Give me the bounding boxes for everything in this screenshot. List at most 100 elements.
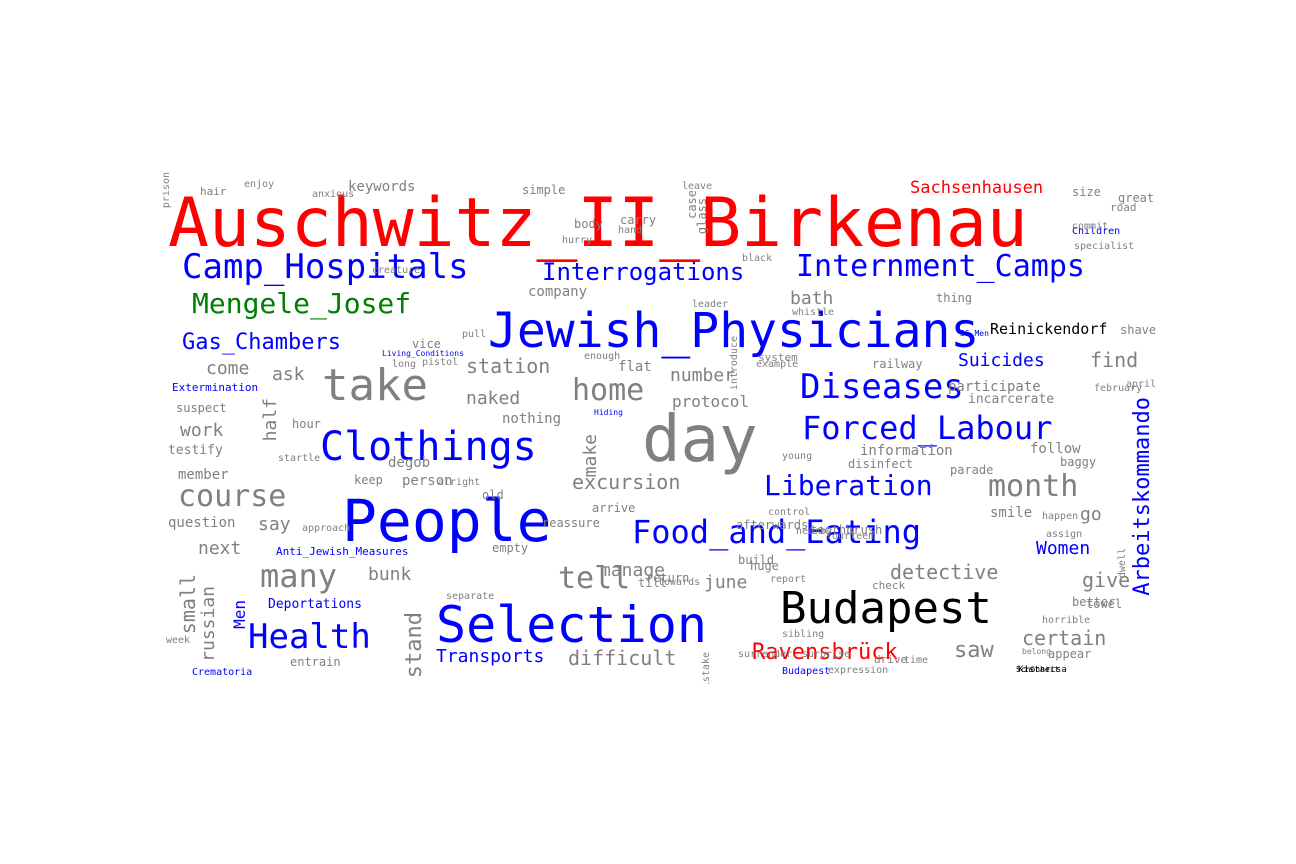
cloud-word-pistol: pistol xyxy=(422,357,459,368)
cloud-word-separate: separate xyxy=(446,591,495,602)
cloud-word-excursion: excursion xyxy=(572,470,681,494)
cloud-word-arbeitskommando: Arbeitskommando xyxy=(1130,397,1155,596)
cloud-word-introduce: introduce xyxy=(729,336,740,391)
cloud-word-month: month xyxy=(988,469,1079,504)
cloud-word-find: find xyxy=(1090,348,1139,372)
cloud-word-go: go xyxy=(1080,504,1102,525)
cloud-word-appear: appear xyxy=(1048,647,1092,661)
cloud-word-surprise: surprise xyxy=(802,649,851,660)
cloud-word-half: half xyxy=(260,398,281,442)
cloud-word-alright: alright xyxy=(438,477,481,488)
cloud-word-assign: assign xyxy=(1046,529,1083,540)
cloud-word-tell: tell xyxy=(558,561,631,596)
cloud-word-people: People xyxy=(342,487,552,555)
cloud-word-gas-chambers: Gas_Chambers xyxy=(182,330,341,355)
cloud-word-make: make xyxy=(580,434,601,478)
cloud-word-sch-nheit: Schönheit xyxy=(1016,665,1060,674)
cloud-word-take: take xyxy=(322,360,428,411)
cloud-word-commit: commit xyxy=(1072,221,1109,232)
cloud-word-april: april xyxy=(1126,379,1157,390)
cloud-word-belong: belong xyxy=(1022,647,1051,656)
cloud-word-small: small xyxy=(176,574,200,635)
cloud-word-shave: shave xyxy=(1120,323,1157,337)
cloud-word-jewish-physicians: Jewish_Physicians xyxy=(488,303,980,359)
cloud-word-old: old xyxy=(482,488,504,502)
cloud-word-keywords: keywords xyxy=(348,179,416,195)
cloud-word-specialist: specialist xyxy=(1074,241,1135,252)
cloud-word-drive: drive xyxy=(874,653,908,666)
cloud-word-nearby: nearby xyxy=(796,526,833,537)
cloud-word-home: home xyxy=(572,373,645,408)
cloud-word-enjoy: enjoy xyxy=(244,179,275,190)
cloud-word-whistle: whistle xyxy=(792,307,835,318)
cloud-word-suicides: Suicides xyxy=(958,350,1045,371)
cloud-word-glass: glass xyxy=(695,198,709,235)
cloud-word-reassure: reassure xyxy=(542,516,600,530)
cloud-word-time: time xyxy=(904,655,929,666)
cloud-word-afterwards: afterwards xyxy=(736,518,809,532)
cloud-word-bunk: bunk xyxy=(368,564,412,585)
cloud-word-reinickendorf: Reinickendorf xyxy=(990,320,1108,338)
cloud-word-simple: simple xyxy=(522,183,566,197)
cloud-word-children: Children xyxy=(1072,226,1121,237)
cloud-word-kistarcsa: Kistarcsa xyxy=(1018,665,1067,675)
cloud-word-come: come xyxy=(206,358,250,379)
cloud-word-ss-men: SS_Men xyxy=(960,329,989,338)
cloud-word-ravensbr-ck: Ravensbrück xyxy=(752,640,898,665)
cloud-word-towel: towel xyxy=(1086,597,1123,611)
cloud-word-young: young xyxy=(782,451,813,462)
cloud-word-leader: leader xyxy=(692,299,729,310)
cloud-word-day: day xyxy=(642,403,758,477)
cloud-word-mistake: mistake xyxy=(701,652,712,684)
cloud-word-road: road xyxy=(1110,201,1137,214)
cloud-word-expression: expression xyxy=(828,665,889,676)
cloud-word-russian: russian xyxy=(198,586,219,662)
cloud-word-number: number xyxy=(670,365,736,386)
cloud-word-railway: railway xyxy=(872,357,923,371)
cloud-word-certain: certain xyxy=(1022,626,1107,650)
cloud-word-hiding: Hiding xyxy=(594,408,623,417)
cloud-word-sachsenhausen: Sachsenhausen xyxy=(910,178,1044,198)
cloud-word-pull: pull xyxy=(462,329,487,340)
cloud-word-forced-labour: Forced_Labour xyxy=(802,409,1053,447)
cloud-word-question: question xyxy=(168,515,236,531)
cloud-word-arrive: arrive xyxy=(592,501,636,515)
cloud-word-interrogations: Interrogations xyxy=(542,258,745,286)
cloud-word-extermination: Extermination xyxy=(172,381,259,394)
cloud-word-return: return xyxy=(646,571,690,585)
cloud-word-entrain: entrain xyxy=(290,655,341,669)
cloud-word-stand: stand xyxy=(402,612,427,679)
cloud-word-june: june xyxy=(704,572,748,593)
cloud-word-anti-jewish-measures: Anti_Jewish_Measures xyxy=(276,545,409,558)
cloud-word-incarcerate: incarcerate xyxy=(968,392,1055,407)
word-cloud: Auschwitz_II_Birkenau Jewish_Physicians Pe… xyxy=(162,172,1158,684)
cloud-word-living-conditions: Living_Conditions xyxy=(382,349,464,358)
cloud-word-black: black xyxy=(742,253,773,264)
cloud-word-hurry: hurry xyxy=(562,235,593,246)
cloud-word-give: give xyxy=(1082,568,1131,592)
cloud-word-prison: prison xyxy=(162,172,172,209)
cloud-word-build: build xyxy=(738,553,775,567)
cloud-word-surrender: surrender xyxy=(738,649,793,660)
cloud-word-detective: detective xyxy=(890,560,999,584)
cloud-word-degob: degob xyxy=(388,455,431,471)
cloud-word-station: station xyxy=(466,354,551,378)
cloud-word-leave: leave xyxy=(682,181,713,192)
cloud-word-many: many xyxy=(260,557,338,595)
cloud-word-manage: manage xyxy=(600,560,666,581)
cloud-word-week: week xyxy=(166,635,191,646)
cloud-word-internment-camps: Internment_Camps xyxy=(796,249,1085,284)
cloud-word-budapest: Budapest xyxy=(780,583,992,634)
cloud-word-smile: smile xyxy=(990,505,1033,521)
cloud-word-anxious: anxious xyxy=(312,189,355,200)
cloud-word-men: Men xyxy=(230,600,249,629)
cloud-word-huge: huge xyxy=(750,559,779,573)
cloud-word-toothbrush: toothbrush xyxy=(810,523,883,537)
cloud-word-startle: startle xyxy=(278,453,321,464)
cloud-word-thing: thing xyxy=(936,291,973,305)
cloud-word-enough: enough xyxy=(584,351,621,362)
cloud-word-mengele-josef: Mengele_Josef xyxy=(192,287,412,320)
cloud-word-size: size xyxy=(1072,185,1101,199)
cloud-word-horrible: horrible xyxy=(1042,615,1091,626)
cloud-word-empty: empty xyxy=(492,541,529,555)
